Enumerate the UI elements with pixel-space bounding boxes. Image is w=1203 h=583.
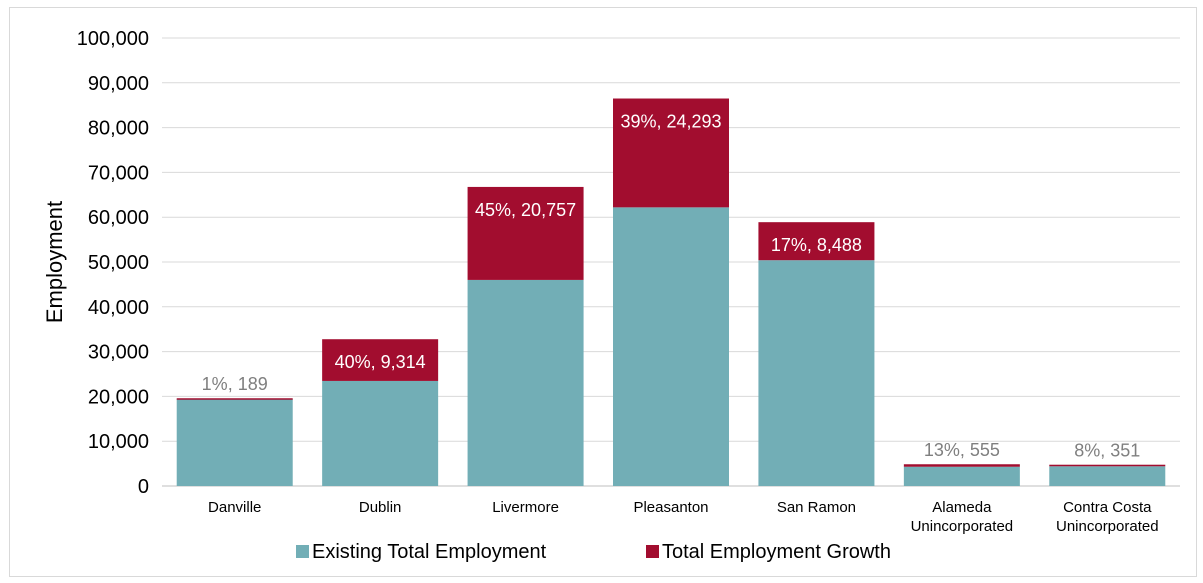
category-label: Livermore	[492, 499, 559, 516]
legend-label-existing: Existing Total Employment	[312, 541, 547, 563]
category-label-line: San Ramon	[777, 499, 856, 516]
y-tick-label: 40,000	[88, 297, 149, 319]
bar-growth	[176, 398, 293, 400]
category-label-line: Contra Costa	[1063, 499, 1152, 516]
category-label: Alameda Unincorporated	[911, 499, 1014, 535]
bar-growth	[1049, 464, 1166, 467]
bar-existing	[176, 399, 293, 486]
legend-swatch-growth	[646, 545, 659, 558]
bar-growth	[322, 339, 439, 381]
y-tick-label: 70,000	[88, 162, 149, 184]
y-tick-label: 80,000	[88, 118, 149, 140]
category-label-line: Unincorporated	[911, 518, 1014, 535]
bar-existing	[613, 207, 729, 486]
y-tick-label: 100,000	[77, 28, 149, 50]
category-label-line: Unincorporated	[1056, 518, 1159, 535]
category-label: Contra Costa Unincorporated	[1056, 499, 1159, 535]
legend-label-growth: Total Employment Growth	[662, 541, 891, 563]
bar-existing	[903, 466, 1020, 486]
data-label: 1%, 189	[202, 374, 268, 394]
category-label-line: Pleasanton	[633, 499, 708, 516]
y-tick-label: 20,000	[88, 386, 149, 408]
data-label: 39%, 24,293	[620, 112, 721, 132]
y-axis-label: Employment	[42, 201, 67, 323]
data-labels: 1%, 189 40%, 9,314 45%, 20,757 39%, 24,293 1…	[202, 112, 1141, 461]
category-label-line: Livermore	[492, 499, 559, 516]
data-label: 8%, 351	[1074, 441, 1140, 461]
category-label-line: Dublin	[359, 499, 402, 516]
bars	[176, 98, 1166, 486]
bar-growth	[903, 464, 1020, 467]
y-tick-label: 0	[138, 476, 149, 498]
data-label: 45%, 20,757	[475, 200, 576, 220]
category-label-line: Danville	[208, 499, 261, 516]
bar-existing	[322, 380, 439, 486]
bar-existing	[467, 279, 584, 486]
bar-growth	[613, 98, 729, 208]
data-label: 13%, 555	[924, 440, 1000, 460]
bar-existing	[1049, 466, 1166, 486]
data-label: 40%, 9,314	[335, 352, 426, 372]
y-tick-label: 50,000	[88, 252, 149, 274]
y-tick-label: 90,000	[88, 73, 149, 95]
legend-swatch-existing	[296, 545, 309, 558]
category-label-line: Alameda	[932, 499, 992, 516]
data-label: 17%, 8,488	[771, 235, 862, 255]
y-tick-label: 10,000	[88, 431, 149, 453]
bar-growth	[467, 186, 584, 280]
legend: Existing Total Employment Total Employme…	[296, 541, 891, 563]
bar-existing	[758, 260, 875, 486]
y-tick-label: 30,000	[88, 342, 149, 364]
category-label: Danville	[208, 499, 261, 516]
category-label: San Ramon	[777, 499, 856, 516]
category-label: Pleasanton	[633, 499, 708, 516]
category-label: Dublin	[359, 499, 402, 516]
y-tick-label: 60,000	[88, 207, 149, 229]
y-axis-ticks: 0 10,000 20,000 30,000 40,000 50,000 60,000 70,…	[77, 28, 149, 498]
x-axis-categories: Danville Dublin Livermore Pleasanton San Ram…	[208, 499, 1159, 535]
bar-growth	[758, 222, 875, 261]
